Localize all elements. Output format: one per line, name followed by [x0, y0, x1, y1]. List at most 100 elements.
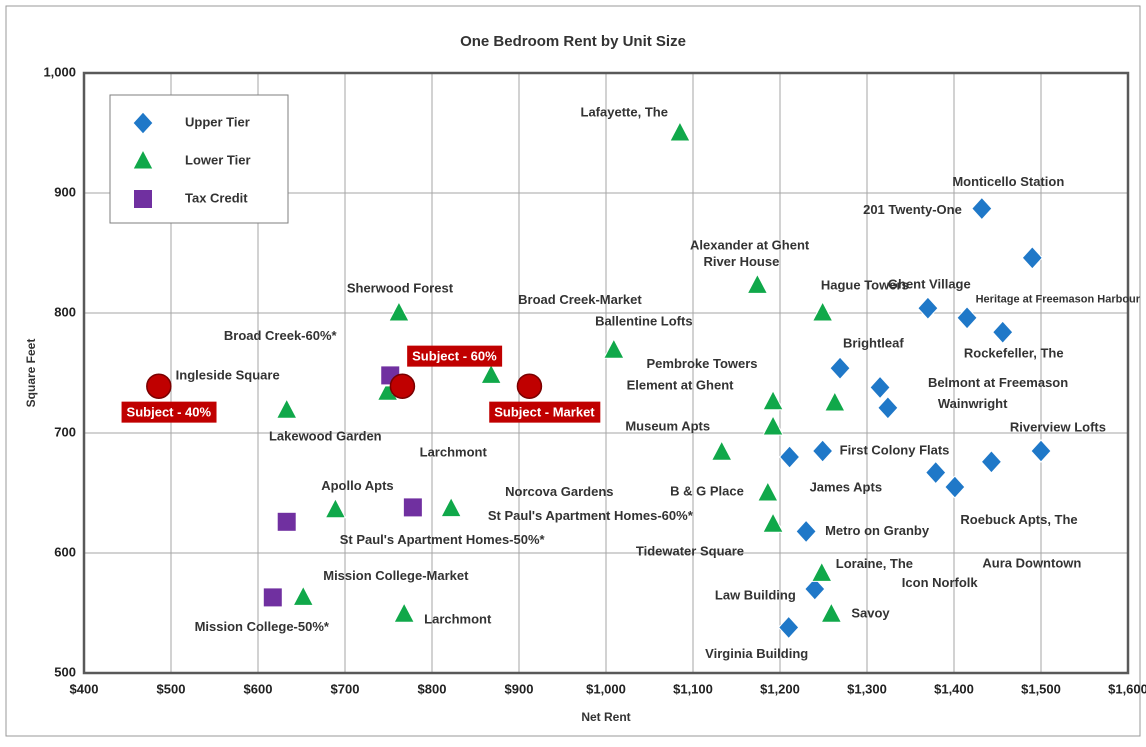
x-tick-label: $800	[418, 681, 447, 696]
point-label-group: Mission College-50%*	[195, 619, 330, 634]
point-label: Subject - 40%	[127, 405, 212, 420]
point-label-group: Hague Towers	[821, 277, 909, 292]
data-point	[944, 475, 966, 499]
x-tick-label: $1,200	[760, 681, 800, 696]
point-label: First Colony Flats	[840, 442, 950, 457]
point-label-group: Ballentine Lofts	[595, 314, 693, 329]
point-label: Law Building	[715, 587, 796, 602]
point-label: Virginia Building	[705, 646, 808, 661]
point-label-group: Broad Creek-60%*	[224, 328, 338, 343]
point-label-group: Alexander at Ghent	[690, 237, 810, 252]
data-point	[393, 602, 415, 623]
data-point	[603, 338, 625, 359]
point-label: Rockefeller, The	[964, 346, 1064, 361]
point-label: Loraine, The	[836, 556, 913, 571]
x-tick-label: $1,600	[1108, 681, 1146, 696]
x-tick-label: $900	[505, 681, 534, 696]
plot-border	[82, 71, 1130, 675]
data-point	[778, 445, 801, 469]
point-label: Broad Creek-Market	[518, 292, 642, 307]
point-label: Icon Norfolk	[902, 575, 979, 590]
point-label: Ghent Village	[888, 277, 971, 292]
point-label: River House	[703, 254, 779, 269]
point-label: Larchmont	[424, 612, 492, 627]
point-label: Heritage at Freemason Harbour	[976, 294, 1141, 306]
point-label-group: Metro on Granby	[825, 523, 930, 538]
chart-title: One Bedroom Rent by Unit Size	[460, 33, 686, 50]
data-point	[877, 396, 899, 420]
data-point	[925, 460, 947, 485]
point-label-group: Norcova Gardens	[505, 484, 613, 499]
data-point	[275, 398, 298, 419]
x-tick-label: $1,500	[1021, 681, 1061, 696]
y-tick-label: 700	[54, 424, 76, 439]
point-label-group: Ingleside Square	[176, 368, 280, 383]
point-label-group: Belmont at Freemason	[928, 375, 1068, 390]
data-point	[146, 373, 172, 399]
data-point	[762, 389, 784, 411]
point-label: Metro on Granby	[825, 523, 930, 538]
point-label-group: Virginia Building	[705, 646, 808, 661]
point-label: Subject - Market	[494, 405, 595, 420]
point-label: Mission College-50%*	[195, 619, 330, 634]
point-label-group: Subject - Market	[489, 401, 601, 423]
legend-label: Lower Tier	[185, 152, 251, 167]
point-label: Wainwright	[938, 396, 1008, 411]
point-label-group: Monticello Station	[952, 174, 1064, 189]
point-label-group: Element at Ghent	[627, 377, 735, 392]
y-tick-label: 800	[54, 304, 76, 319]
point-label-group: Museum Apts	[625, 419, 710, 434]
label-box	[407, 345, 503, 367]
x-tick-label: $600	[244, 681, 273, 696]
point-label-group: Larchmont	[420, 445, 488, 460]
data-point	[762, 512, 784, 533]
point-label-group: Apollo Apts	[321, 478, 393, 493]
point-label-group: B & G Place	[670, 483, 744, 498]
point-label-group: Ghent Village	[888, 277, 971, 292]
point-label-group: Rockefeller, The	[964, 346, 1064, 361]
point-label: Roebuck Apts, The	[960, 512, 1077, 527]
legend-marker	[132, 111, 154, 135]
x-tick-label: $500	[157, 681, 186, 696]
point-label-group: Tidewater Square	[636, 544, 744, 559]
data-point	[829, 356, 851, 380]
y-tick-label: 600	[54, 544, 76, 559]
point-label: Subject - 60%	[412, 349, 497, 364]
point-label-group: Sherwood Forest	[347, 280, 454, 295]
data-point	[669, 120, 691, 142]
data-point	[810, 561, 833, 582]
legend-label: Upper Tier	[185, 114, 250, 129]
legend-marker	[132, 148, 154, 170]
data-point	[956, 306, 978, 330]
point-label: Broad Creek-60%*	[224, 328, 338, 343]
legend-label: Tax Credit	[185, 190, 248, 205]
point-label: Lafayette, The	[581, 104, 668, 119]
data-point	[480, 363, 502, 384]
point-label-group: Wainwright	[938, 396, 1008, 411]
point-label: Pembroke Towers	[647, 356, 758, 371]
point-label: Mission College-Market	[323, 568, 469, 583]
point-label: Norcova Gardens	[505, 484, 613, 499]
data-point	[762, 414, 784, 436]
data-point	[756, 480, 779, 502]
data-point	[778, 615, 800, 640]
point-label: Apollo Apts	[321, 478, 393, 493]
point-label-group: First Colony Flats	[840, 442, 950, 457]
point-label: Ballentine Lofts	[595, 314, 693, 329]
point-label-group: Loraine, The	[836, 556, 913, 571]
point-label-group: Law Building	[715, 587, 796, 602]
point-label: Element at Ghent	[627, 377, 735, 392]
point-label: Savoy	[851, 606, 890, 621]
point-label-group: Subject - 60%	[407, 345, 503, 367]
data-point	[917, 296, 939, 320]
point-label-group: River House	[703, 254, 779, 269]
data-point	[980, 450, 1003, 474]
point-label: Sherwood Forest	[347, 280, 454, 295]
point-label: Monticello Station	[952, 174, 1064, 189]
data-point	[1021, 246, 1043, 270]
x-axis-label: Net Rent	[581, 710, 630, 724]
label-box	[121, 401, 217, 423]
data-point	[823, 390, 846, 412]
point-label: Hague Towers	[821, 277, 909, 292]
point-label-group: St Paul's Apartment Homes-60%*	[488, 508, 694, 523]
